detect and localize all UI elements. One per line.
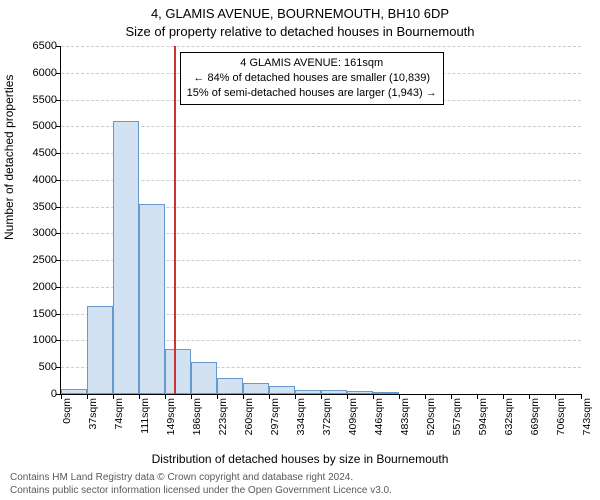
x-tick-label: 334sqm xyxy=(295,398,307,448)
gridline xyxy=(61,180,581,181)
footer-line2: Contains public sector information licen… xyxy=(10,485,392,498)
gridline xyxy=(61,46,581,47)
x-tick-label: 520sqm xyxy=(425,398,437,448)
x-axis-label: Distribution of detached houses by size … xyxy=(0,452,600,466)
footer-line1: Contains HM Land Registry data © Crown c… xyxy=(10,472,392,485)
y-tick-label: 1000 xyxy=(17,334,57,346)
x-tick-label: 149sqm xyxy=(165,398,177,448)
y-tick-label: 3500 xyxy=(17,201,57,213)
y-tick-label: 4000 xyxy=(17,174,57,186)
x-tick-label: 372sqm xyxy=(321,398,333,448)
histogram-bar xyxy=(113,121,139,394)
y-tick-label: 2000 xyxy=(17,281,57,293)
x-tick-label: 446sqm xyxy=(373,398,385,448)
x-tick-label: 37sqm xyxy=(87,398,99,448)
y-tick-label: 5000 xyxy=(17,120,57,132)
y-axis-label: Number of detached properties xyxy=(2,75,16,240)
y-tick-label: 3000 xyxy=(17,227,57,239)
chart-title-line1: 4, GLAMIS AVENUE, BOURNEMOUTH, BH10 6DP xyxy=(0,6,600,21)
histogram-bar xyxy=(165,349,191,395)
y-tick-label: 5500 xyxy=(17,94,57,106)
plot-area: 0500100015002000250030003500400045005000… xyxy=(60,46,581,395)
x-tick-label: 260sqm xyxy=(243,398,255,448)
marker-line xyxy=(174,46,176,394)
x-tick-label: 0sqm xyxy=(61,398,73,448)
y-tick-label: 0 xyxy=(17,388,57,400)
footer-attribution: Contains HM Land Registry data © Crown c… xyxy=(10,472,392,497)
x-tick-label: 223sqm xyxy=(217,398,229,448)
x-tick-label: 483sqm xyxy=(399,398,411,448)
chart-title-line2: Size of property relative to detached ho… xyxy=(0,24,600,39)
annotation-line3: 15% of semi-detached houses are larger (… xyxy=(187,86,437,101)
histogram-bar xyxy=(373,392,399,394)
annotation-line2: ← 84% of detached houses are smaller (10… xyxy=(187,71,437,86)
x-tick-label: 632sqm xyxy=(503,398,515,448)
x-tick-label: 669sqm xyxy=(529,398,541,448)
histogram-bar xyxy=(191,362,217,394)
annotation-line1: 4 GLAMIS AVENUE: 161sqm xyxy=(187,56,437,71)
gridline xyxy=(61,153,581,154)
y-tick-label: 2500 xyxy=(17,254,57,266)
x-tick-label: 706sqm xyxy=(555,398,567,448)
x-tick-label: 111sqm xyxy=(139,398,151,448)
y-tick-label: 1500 xyxy=(17,308,57,320)
histogram-bar xyxy=(61,389,87,394)
histogram-bar xyxy=(139,204,165,394)
x-tick-label: 594sqm xyxy=(477,398,489,448)
annotation-box: 4 GLAMIS AVENUE: 161sqm← 84% of detached… xyxy=(180,52,444,105)
y-tick-label: 4500 xyxy=(17,147,57,159)
x-tick-label: 557sqm xyxy=(451,398,463,448)
chart-container: 4, GLAMIS AVENUE, BOURNEMOUTH, BH10 6DP … xyxy=(0,0,600,500)
histogram-bar xyxy=(87,306,113,394)
x-tick-label: 409sqm xyxy=(347,398,359,448)
gridline xyxy=(61,126,581,127)
histogram-bar xyxy=(269,386,295,394)
y-tick-label: 6000 xyxy=(17,67,57,79)
histogram-bar xyxy=(243,383,269,394)
histogram-bar xyxy=(295,390,321,394)
histogram-bar xyxy=(321,390,347,394)
x-tick-label: 743sqm xyxy=(581,398,593,448)
x-tick-label: 297sqm xyxy=(269,398,281,448)
histogram-bar xyxy=(347,391,373,394)
x-tick-label: 74sqm xyxy=(113,398,125,448)
histogram-bar xyxy=(217,378,243,394)
y-tick-label: 6500 xyxy=(17,40,57,52)
y-tick-label: 500 xyxy=(17,361,57,373)
x-tick-label: 186sqm xyxy=(191,398,203,448)
